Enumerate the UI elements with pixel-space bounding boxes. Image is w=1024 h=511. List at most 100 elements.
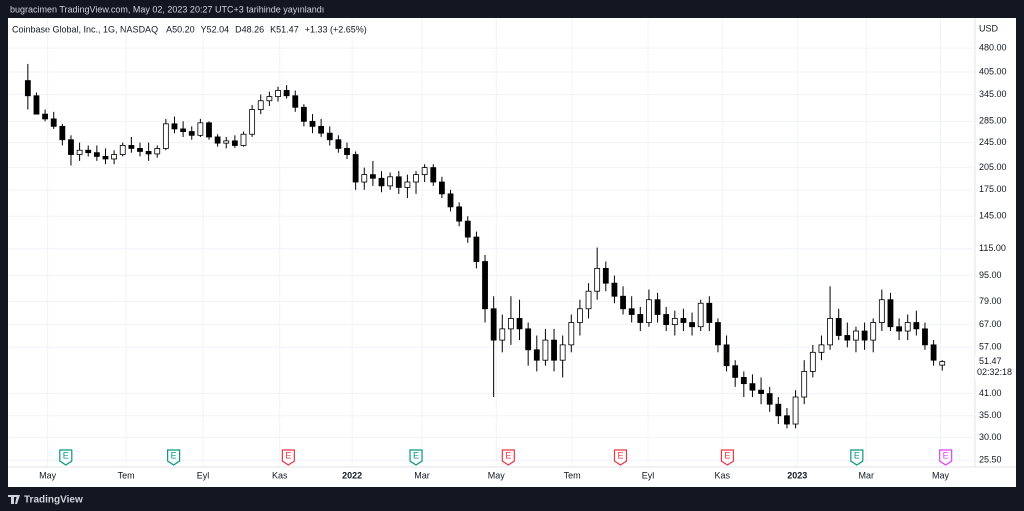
y-tick-label: 145.00 (979, 211, 1007, 221)
candle-body (93, 152, 100, 157)
candle-body (68, 139, 74, 155)
legend-value: Y52.04 (201, 24, 230, 34)
y-tick-label: 245.00 (979, 137, 1007, 147)
candle-body (335, 139, 342, 149)
candle-body (240, 133, 247, 146)
y-tick-label: 285.00 (979, 116, 1007, 126)
candle-body (749, 383, 756, 391)
earnings-badge (59, 449, 73, 466)
candle-body (818, 344, 825, 353)
candle-body (473, 236, 480, 262)
candle-body (76, 149, 83, 155)
x-tick-label: Tem (564, 470, 581, 480)
candle-body (223, 140, 230, 144)
earnings-label: E (63, 450, 69, 460)
candle-body (689, 322, 695, 328)
candle-body (870, 322, 877, 341)
candle-body (922, 328, 928, 346)
candle-body (231, 140, 238, 146)
earnings-badge (501, 449, 515, 466)
x-tick-label: 2022 (342, 470, 362, 480)
candle-body (568, 322, 575, 346)
candle-body (809, 351, 816, 372)
earnings-badge (409, 449, 423, 466)
candle-body (594, 267, 601, 292)
last-price-box (975, 355, 1016, 380)
earnings-badge (281, 449, 295, 466)
candle-body (309, 120, 316, 127)
candle-body (508, 318, 514, 330)
candle-body (421, 167, 428, 176)
candle-body (715, 322, 721, 346)
candle-body (844, 335, 851, 341)
y-tick-label: 35.00 (979, 410, 1002, 420)
candle-body (706, 302, 713, 323)
legend-value: A50.20 (166, 24, 195, 34)
y-tick-label: 25.50 (979, 455, 1002, 465)
candle-body (835, 318, 842, 336)
y-tick-label: 205.00 (979, 162, 1007, 172)
y-tick-label: 405.00 (979, 66, 1007, 76)
candle-body (585, 290, 592, 310)
x-tick-label: Mar (859, 470, 875, 480)
candle-body (300, 106, 307, 122)
candle-body (145, 151, 152, 155)
earnings-label: E (943, 450, 949, 460)
earnings-label: E (285, 450, 291, 460)
candle-body (447, 193, 454, 208)
x-tick-label: Mar (414, 470, 430, 480)
x-tick-label: Tem (118, 470, 135, 480)
candle-body (663, 314, 670, 326)
y-tick-label: 115.00 (979, 243, 1006, 253)
candle-body (128, 145, 135, 149)
y-tick-label: 345.00 (979, 89, 1007, 99)
candle-body (611, 282, 618, 297)
x-tick-label: Eyl (197, 470, 210, 480)
candle-body (784, 415, 790, 425)
candle-body (533, 349, 540, 361)
x-tick-label: May (932, 470, 950, 480)
candle-body (887, 299, 894, 328)
candle-body (637, 314, 644, 323)
candle-body (24, 80, 31, 97)
earnings-badge (850, 449, 864, 466)
candle-body (732, 365, 739, 378)
candle-body (180, 128, 187, 132)
earnings-label: E (724, 450, 730, 460)
candle-body (697, 302, 704, 328)
candle-body (197, 122, 204, 136)
candle-body (913, 322, 920, 330)
candle-body (283, 90, 290, 97)
candle-body (853, 330, 859, 341)
candle-body (878, 299, 885, 323)
candle-body (516, 318, 523, 330)
candle-body (551, 339, 557, 361)
candle-body (111, 154, 118, 160)
candle-body (413, 174, 419, 183)
legend-value: D48.26 (235, 24, 264, 34)
candle-body (344, 148, 350, 155)
candle-body (602, 267, 609, 284)
candle-body (904, 322, 911, 332)
candle-body (654, 299, 661, 315)
candle-body (801, 371, 808, 398)
earnings-badge (613, 449, 628, 466)
candle-body (102, 156, 109, 160)
candle-body (499, 328, 506, 341)
candle-body (249, 109, 256, 135)
candle-body (119, 145, 126, 155)
chart-area (8, 18, 1016, 487)
x-tick-label: Kas (272, 470, 288, 480)
candle-body (525, 328, 532, 351)
legend-change: +1.33 (+2.65%) (305, 24, 367, 34)
candle-body (792, 396, 799, 425)
x-tick-label: 2023 (787, 470, 807, 480)
legend-symbol: Coinbase Global, Inc., 1G, NASDAQ (12, 24, 158, 34)
candle-body (559, 344, 566, 361)
x-tick-label: May (39, 470, 57, 480)
candle-body (137, 148, 143, 152)
candle-body (361, 174, 368, 183)
candle-body (542, 339, 549, 361)
candle-body (939, 361, 946, 366)
